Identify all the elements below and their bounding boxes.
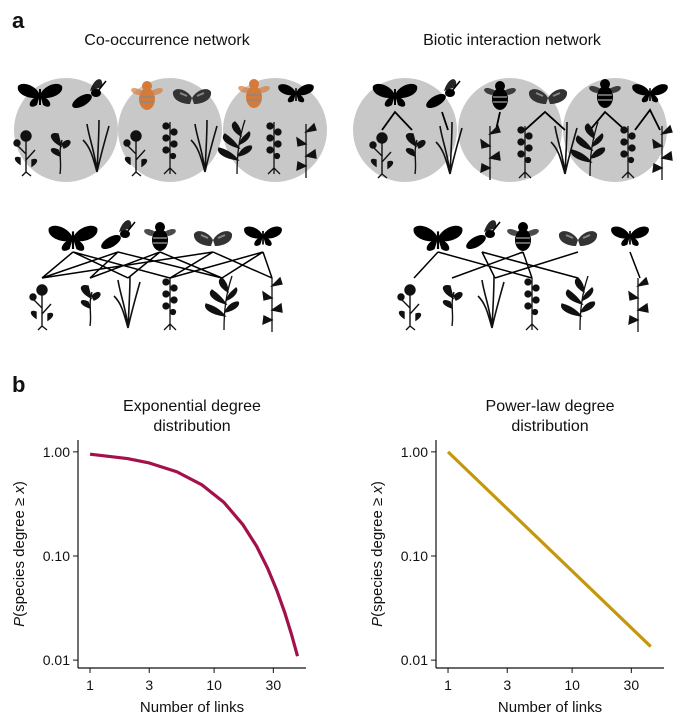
x-tick-label: 30 (266, 677, 282, 693)
x-tick-label: 1 (444, 677, 452, 693)
panel-label: b (12, 372, 25, 397)
y-tick-label: 0.01 (43, 652, 70, 668)
chart-title: Power-law degree (486, 398, 615, 415)
y-axis-label-part: ) (11, 481, 28, 486)
network (30, 220, 649, 332)
chart-title: Exponential degree (123, 398, 261, 415)
x-tick-label: 3 (503, 677, 511, 693)
x-tick-label: 1 (86, 677, 94, 693)
y-axis-label-part: (species degree ≥ (369, 494, 386, 617)
y-axis-label-part: P (11, 617, 28, 627)
y-tick-label: 1.00 (401, 444, 428, 460)
y-axis-label: P(species degree ≥ x) (11, 481, 28, 627)
y-tick-label: 1.00 (43, 444, 70, 460)
chart-title: distribution (153, 418, 230, 435)
y-axis-label-part: P (369, 617, 386, 627)
figure: a Co-occurrence network Biotic interacti… (0, 0, 681, 716)
x-tick-label: 10 (564, 677, 580, 693)
panel-label: a (12, 8, 25, 33)
y-tick-label: 0.01 (401, 652, 428, 668)
species-groups (353, 78, 672, 182)
x-axis-label: Number of links (140, 699, 244, 716)
x-axis-label: Number of links (498, 699, 602, 716)
y-axis-label-part: ) (369, 481, 386, 486)
x-tick-label: 3 (145, 677, 153, 693)
panel-title: Biotic interaction network (423, 32, 602, 49)
y-axis-label-part: (species degree ≥ (11, 494, 28, 617)
y-tick-label: 0.10 (43, 548, 70, 564)
y-axis-label: P(species degree ≥ x) (369, 481, 386, 627)
y-tick-label: 0.10 (401, 548, 428, 564)
data-line (448, 452, 651, 647)
x-tick-label: 30 (624, 677, 640, 693)
species-groups (14, 78, 327, 182)
chart-title: distribution (511, 418, 588, 435)
x-tick-label: 10 (206, 677, 222, 693)
data-line (90, 454, 298, 656)
panel-title: Co-occurrence network (84, 32, 250, 49)
